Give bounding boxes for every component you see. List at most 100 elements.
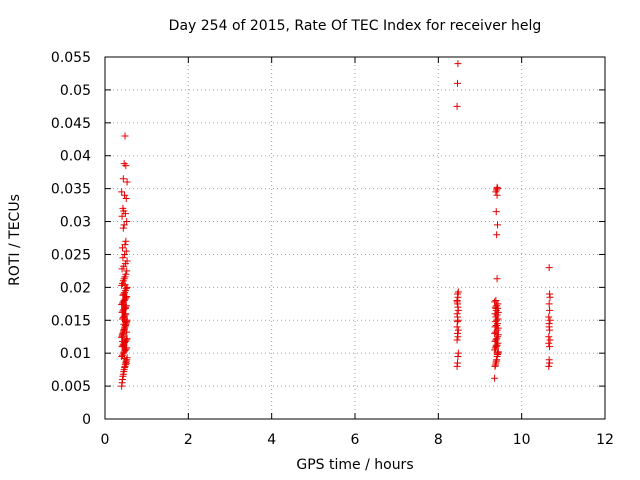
data-point: [122, 336, 130, 344]
data-point: [546, 359, 554, 367]
data-point: [122, 247, 130, 255]
data-point: [491, 374, 499, 382]
chart-title: Day 254 of 2015, Rate Of TEC Index for r…: [168, 18, 542, 34]
y-tick-label: 0.015: [51, 313, 91, 329]
data-point: [123, 257, 131, 265]
data-point: [123, 178, 131, 186]
y-tick-label: 0.045: [51, 116, 91, 132]
data-point: [121, 315, 129, 323]
x-axis-label: GPS time / hours: [296, 457, 414, 473]
y-tick-label: 0: [82, 412, 91, 428]
data-point: [123, 335, 131, 343]
data-point: [545, 323, 553, 331]
data-point: [545, 264, 553, 272]
data-point: [123, 218, 131, 226]
data-point: [546, 316, 554, 324]
data-point: [122, 345, 130, 353]
data-point: [454, 326, 462, 334]
data-point: [454, 349, 462, 357]
data-point: [491, 310, 499, 318]
y-tick-label: 0.02: [60, 280, 91, 296]
data-point: [122, 237, 130, 245]
y-tick-label: 0.04: [60, 149, 91, 165]
data-point: [546, 336, 554, 344]
data-point: [122, 270, 130, 278]
y-tick-label: 0.01: [60, 346, 91, 362]
data-point: [120, 341, 128, 349]
data-point: [493, 231, 501, 239]
data-point: [121, 304, 129, 312]
series-roti: [118, 60, 554, 390]
x-tick-label: 6: [351, 432, 360, 448]
data-point: [121, 241, 129, 249]
data-point: [454, 288, 462, 296]
data-point: [121, 191, 129, 199]
y-tick-label: 0.025: [51, 247, 91, 263]
data-point: [454, 329, 461, 337]
y-tick-label: 0.03: [60, 215, 91, 231]
data-point: [545, 362, 553, 370]
data-point: [122, 293, 130, 301]
data-point: [492, 341, 500, 349]
data-point: [492, 304, 500, 312]
data-point: [454, 60, 462, 68]
data-point: [454, 318, 461, 326]
data-point: [493, 183, 501, 191]
data-point: [120, 160, 128, 168]
data-point: [120, 354, 128, 362]
data-point: [545, 339, 553, 347]
data-point: [118, 188, 126, 196]
data-point: [492, 208, 500, 216]
x-tick-label: 0: [101, 432, 110, 448]
data-point: [122, 195, 130, 203]
data-point: [122, 360, 130, 368]
y-tick-label: 0.005: [51, 379, 91, 395]
x-tick-label: 4: [267, 432, 276, 448]
x-tick-label: 8: [434, 432, 443, 448]
data-point: [119, 332, 127, 340]
y-tick-label: 0.05: [60, 83, 91, 99]
data-point: [454, 359, 461, 367]
data-point: [453, 336, 461, 344]
data-point: [123, 354, 131, 362]
tick-labels: 0 2 4 6 8 10 12 0 0.005 0.01 0.015 0.02 0.025 0.03 0.0…: [51, 50, 614, 448]
data-point: [545, 300, 553, 308]
data-point: [121, 281, 129, 289]
data-point: [545, 313, 553, 321]
data-point: [453, 310, 461, 318]
data-point: [120, 320, 128, 328]
data-point: [454, 79, 461, 87]
plot-frame: [104, 56, 606, 420]
data-point: [119, 300, 127, 308]
data-points: [118, 60, 554, 390]
data-point: [545, 333, 553, 341]
data-point: [122, 285, 130, 293]
x-tick-label: 2: [184, 432, 193, 448]
data-point: [121, 132, 129, 140]
data-point: [121, 250, 129, 258]
data-point: [491, 298, 499, 306]
data-point: [123, 267, 131, 275]
y-tick-label: 0.035: [51, 182, 91, 198]
axis-ticks: [104, 56, 606, 420]
data-point: [494, 348, 502, 356]
data-point: [119, 204, 127, 212]
data-point: [493, 275, 501, 283]
data-point: [546, 343, 554, 351]
data-point: [493, 322, 501, 330]
data-point: [119, 175, 127, 183]
grid-lines: [105, 57, 605, 419]
data-point: [119, 254, 127, 262]
data-point: [492, 297, 500, 305]
data-point: [453, 298, 461, 306]
x-tick-label: 12: [596, 432, 614, 448]
data-point: [119, 224, 127, 232]
y-tick-label: 0.055: [51, 50, 91, 66]
data-point: [546, 290, 554, 298]
data-point: [546, 306, 554, 314]
x-tick-label: 10: [513, 432, 531, 448]
data-point: [494, 221, 501, 229]
data-point: [453, 102, 461, 110]
data-point: [123, 328, 131, 336]
